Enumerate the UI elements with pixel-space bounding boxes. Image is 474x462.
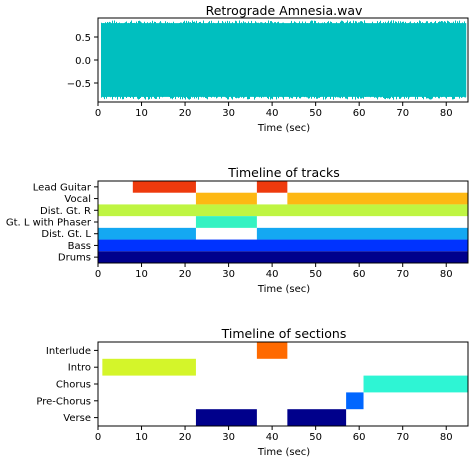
waveform-panel: Retrograde Amnesia.wav 0.5 0.0 −0.5 0 10 2… <box>67 3 469 134</box>
tracks-bar <box>98 227 196 240</box>
sections-title: Timeline of sections <box>221 326 347 341</box>
tracks-y-tick-label: Drums <box>58 253 91 264</box>
tracks-panel: Timeline of tracks Lead GuitarVocalDist.… <box>6 165 469 295</box>
waveform-x-tick-label: 30 <box>222 108 235 119</box>
sections-y-tick-label: Interlude <box>46 346 91 357</box>
tracks-title: Timeline of tracks <box>227 165 339 180</box>
waveform-x-tick-label: 10 <box>135 108 148 119</box>
tracks-x-tick-label: 60 <box>353 269 366 280</box>
sections-bar <box>195 409 257 426</box>
tracks-x-tick-label: 10 <box>135 269 148 280</box>
sections-x-tick-label: 30 <box>222 432 235 443</box>
y-tick-label: −0.5 <box>67 79 91 90</box>
tracks-bar <box>256 227 468 240</box>
sections-x-tick-label: 80 <box>440 432 453 443</box>
waveform-y-ticks: 0.5 0.0 −0.5 <box>67 33 98 90</box>
tracks-y-tick-label: Gt. L with Phaser <box>6 218 92 229</box>
sections-bar <box>287 409 347 426</box>
waveform-x-tick-label: 0 <box>95 108 101 119</box>
waveform-signal <box>101 20 466 100</box>
tracks-bar <box>132 181 196 193</box>
waveform-x-tick-label: 70 <box>396 108 409 119</box>
y-tick-label: 0.0 <box>75 56 91 67</box>
waveform-x-tick-label: 80 <box>440 108 453 119</box>
y-tick-label: 0.5 <box>75 33 91 44</box>
tracks-x-tick-label: 70 <box>396 269 409 280</box>
tracks-bar <box>98 239 468 252</box>
sections-panel: Timeline of sections Interlude Intro Choru… <box>36 326 469 458</box>
waveform-title: Retrograde Amnesia.wav <box>206 3 363 18</box>
tracks-x-axis-label: Time (sec) <box>257 284 310 295</box>
sections-x-tick-label: 20 <box>179 432 192 443</box>
tracks-x-tick-label: 30 <box>222 269 235 280</box>
tracks-x-tick-label: 20 <box>179 269 192 280</box>
waveform-plot-area <box>101 20 467 100</box>
sections-y-tick-label: Chorus <box>56 380 91 391</box>
sections-x-axis-label: Time (sec) <box>257 447 310 458</box>
tracks-bar <box>98 251 468 263</box>
sections-y-tick-label: Intro <box>68 363 91 374</box>
sections-x-tick-label: 10 <box>135 432 148 443</box>
tracks-bars <box>98 181 468 263</box>
sections-x-tick-label: 50 <box>309 432 322 443</box>
sections-y-tick-label: Verse <box>63 413 91 424</box>
sections-x-tick-label: 70 <box>396 432 409 443</box>
waveform-x-tick-label: 60 <box>353 108 366 119</box>
sections-x-tick-label: 0 <box>95 432 101 443</box>
sections-bar <box>363 375 468 393</box>
sections-x-ticks: 0 10 20 30 40 50 60 70 80 <box>95 426 453 443</box>
sections-x-tick-label: 60 <box>353 432 366 443</box>
tracks-bar <box>287 192 468 205</box>
waveform-x-tick-label: 40 <box>266 108 279 119</box>
sections-y-tick-label: Pre-Chorus <box>36 396 91 407</box>
sections-bar <box>102 358 196 376</box>
sections-y-ticks: Interlude Intro Chorus Pre-Chorus Verse <box>36 346 98 424</box>
tracks-bar <box>256 181 288 193</box>
tracks-y-tick-label: Dist. Gt. R <box>40 206 91 217</box>
tracks-bar <box>195 192 257 205</box>
tracks-x-tick-label: 40 <box>266 269 279 280</box>
sections-bars <box>102 342 468 426</box>
sections-bar <box>256 342 288 359</box>
tracks-x-tick-label: 80 <box>440 269 453 280</box>
tracks-y-tick-label: Lead Guitar <box>33 182 92 193</box>
waveform-x-tick-label: 50 <box>309 108 322 119</box>
tracks-y-tick-label: Bass <box>68 241 91 252</box>
tracks-bar <box>195 216 257 228</box>
tracks-x-ticks: 0 10 20 30 40 50 60 70 80 <box>95 263 453 280</box>
tracks-y-tick-label: Dist. Gt. L <box>41 229 91 240</box>
waveform-x-axis-label: Time (sec) <box>257 123 310 134</box>
sections-bar <box>346 392 364 410</box>
sections-x-tick-label: 40 <box>266 432 279 443</box>
tracks-x-tick-label: 50 <box>309 269 322 280</box>
waveform-x-tick-label: 20 <box>179 108 192 119</box>
tracks-bar <box>98 204 468 217</box>
waveform-x-ticks: 0 10 20 30 40 50 60 70 80 <box>95 102 453 119</box>
tracks-x-tick-label: 0 <box>95 269 101 280</box>
tracks-y-tick-label: Vocal <box>64 194 91 205</box>
